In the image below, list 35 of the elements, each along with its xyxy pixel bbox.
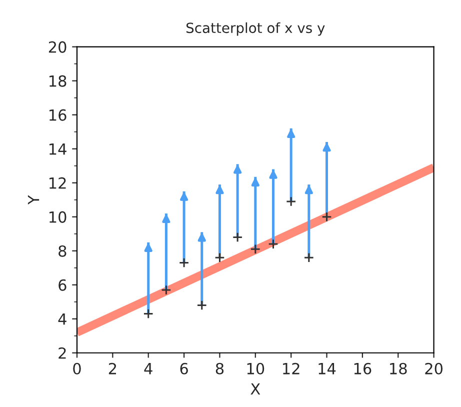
y-tick-label: 6 xyxy=(58,279,66,291)
point xyxy=(232,232,243,242)
y-tick-label: 4 xyxy=(58,314,66,325)
x-tick-label: 0 xyxy=(73,362,81,374)
x-axis-title: X xyxy=(250,383,260,395)
point xyxy=(250,244,261,254)
point xyxy=(286,196,296,207)
y-axis-title: Y xyxy=(28,195,40,205)
x-tick-label: 18 xyxy=(390,362,407,374)
x-tick-label: 6 xyxy=(180,362,188,374)
point xyxy=(161,284,172,296)
y-tick-label: 12 xyxy=(50,177,66,189)
point xyxy=(304,252,314,263)
x-tick-label: 14 xyxy=(318,363,336,374)
x-tick-label: 16 xyxy=(354,362,372,374)
point xyxy=(178,258,190,268)
x-tick-label: 12 xyxy=(283,362,300,374)
point xyxy=(268,238,278,250)
y-tick-label: 16 xyxy=(50,109,66,121)
x-tick-label: 8 xyxy=(216,362,224,374)
x-tick-label: 4 xyxy=(144,363,152,374)
point xyxy=(143,308,154,319)
y-tick-label: 10 xyxy=(50,211,66,223)
x-tick-label: 10 xyxy=(247,362,264,374)
y-tick-label: 20 xyxy=(48,41,66,53)
y-tick-label: 18 xyxy=(50,75,66,87)
point xyxy=(196,300,208,310)
x-tick-label: 2 xyxy=(108,362,116,374)
point xyxy=(322,212,332,222)
chart-title: Scatterplot of x vs y xyxy=(186,22,325,36)
x-tick-label: 20 xyxy=(425,362,443,374)
point xyxy=(214,252,225,263)
y-tick-label: 14 xyxy=(50,143,66,155)
y-tick-label: 8 xyxy=(58,245,66,257)
y-tick-label: 2 xyxy=(58,347,66,359)
